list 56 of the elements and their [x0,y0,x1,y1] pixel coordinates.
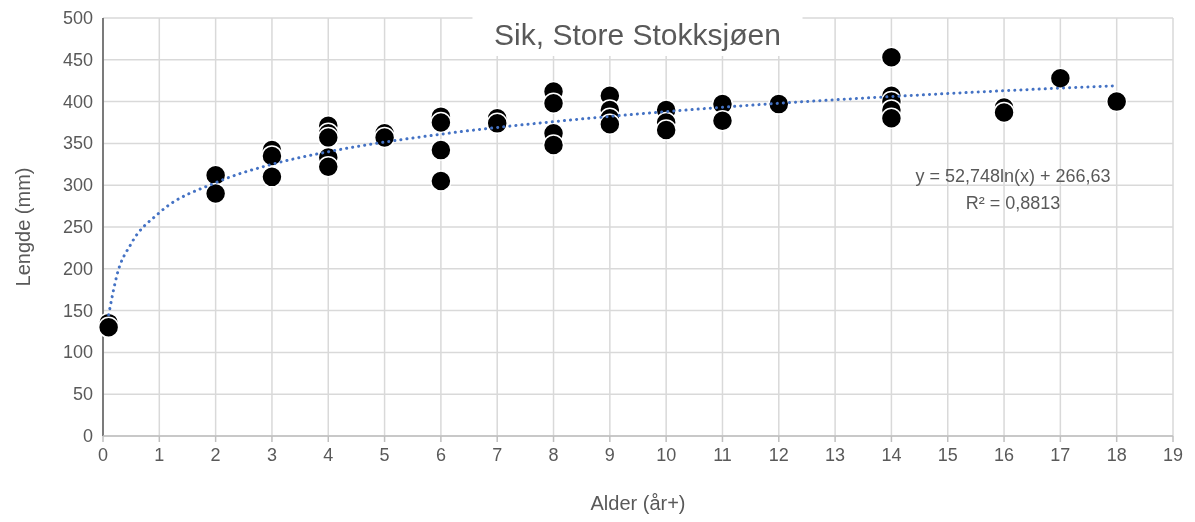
x-tick-label: 0 [97,445,109,465]
y-tick-label: 350 [62,133,93,154]
x-tick-label: 14 [881,445,902,465]
point [1049,67,1072,89]
point [880,107,903,130]
point [97,316,120,339]
point [599,113,621,135]
x-tick-label: 6 [435,445,446,465]
point [261,166,283,188]
x-tick-label: 11 [713,445,732,465]
point [317,156,340,178]
point [768,93,790,115]
point [204,182,227,205]
y-axis-title: Lengde (mm) [12,167,34,287]
point [542,92,565,115]
point [261,145,283,167]
y-tick-label: 200 [62,258,93,279]
y-tick-label: 500 [62,8,93,28]
x-tick-label: 18 [1106,445,1127,465]
y-tick-label: 450 [62,49,93,70]
x-tick-label: 3 [266,445,277,465]
point [430,170,452,192]
y-tick-label: 50 [72,384,93,405]
annotation: R² = 0,8813 [965,193,1061,213]
point [430,139,452,161]
x-tick-label: 16 [994,445,1015,465]
chart-title: Sik, Store Stokksjøen [494,18,781,51]
y-tick-label: 100 [62,342,93,363]
point [542,134,565,156]
x-tick-label: 13 [825,445,846,465]
y-tick-label: 0 [82,426,93,446]
y-tick-label: 400 [62,91,93,112]
x-axis-title: Alder (år+) [590,492,686,514]
point [993,101,1015,124]
x-tick-label: 19 [1162,445,1184,465]
x-tick-label: 4 [323,445,334,465]
x-tick-label: 7 [492,445,503,465]
point [655,119,677,141]
x-tick-label: 8 [548,445,559,465]
x-tick-label: 1 [154,445,165,465]
x-tick-label: 9 [604,445,615,465]
point [711,110,734,132]
point [430,111,452,134]
y-tick-label: 150 [62,300,93,321]
point [1105,90,1128,113]
x-tick-label: 17 [1050,445,1071,465]
x-tick-label: 2 [210,445,221,465]
x-tick-label: 15 [937,445,958,465]
x-tick-label: 10 [656,445,677,465]
x-tick-label: 5 [379,445,390,465]
y-tick-label: 250 [62,217,93,237]
point [880,46,903,69]
y-tick-label: 300 [62,175,93,196]
x-tick-label: 12 [768,445,789,465]
point [486,112,508,135]
annotation: y = 52,748ln(x) + 266,63 [915,166,1111,186]
